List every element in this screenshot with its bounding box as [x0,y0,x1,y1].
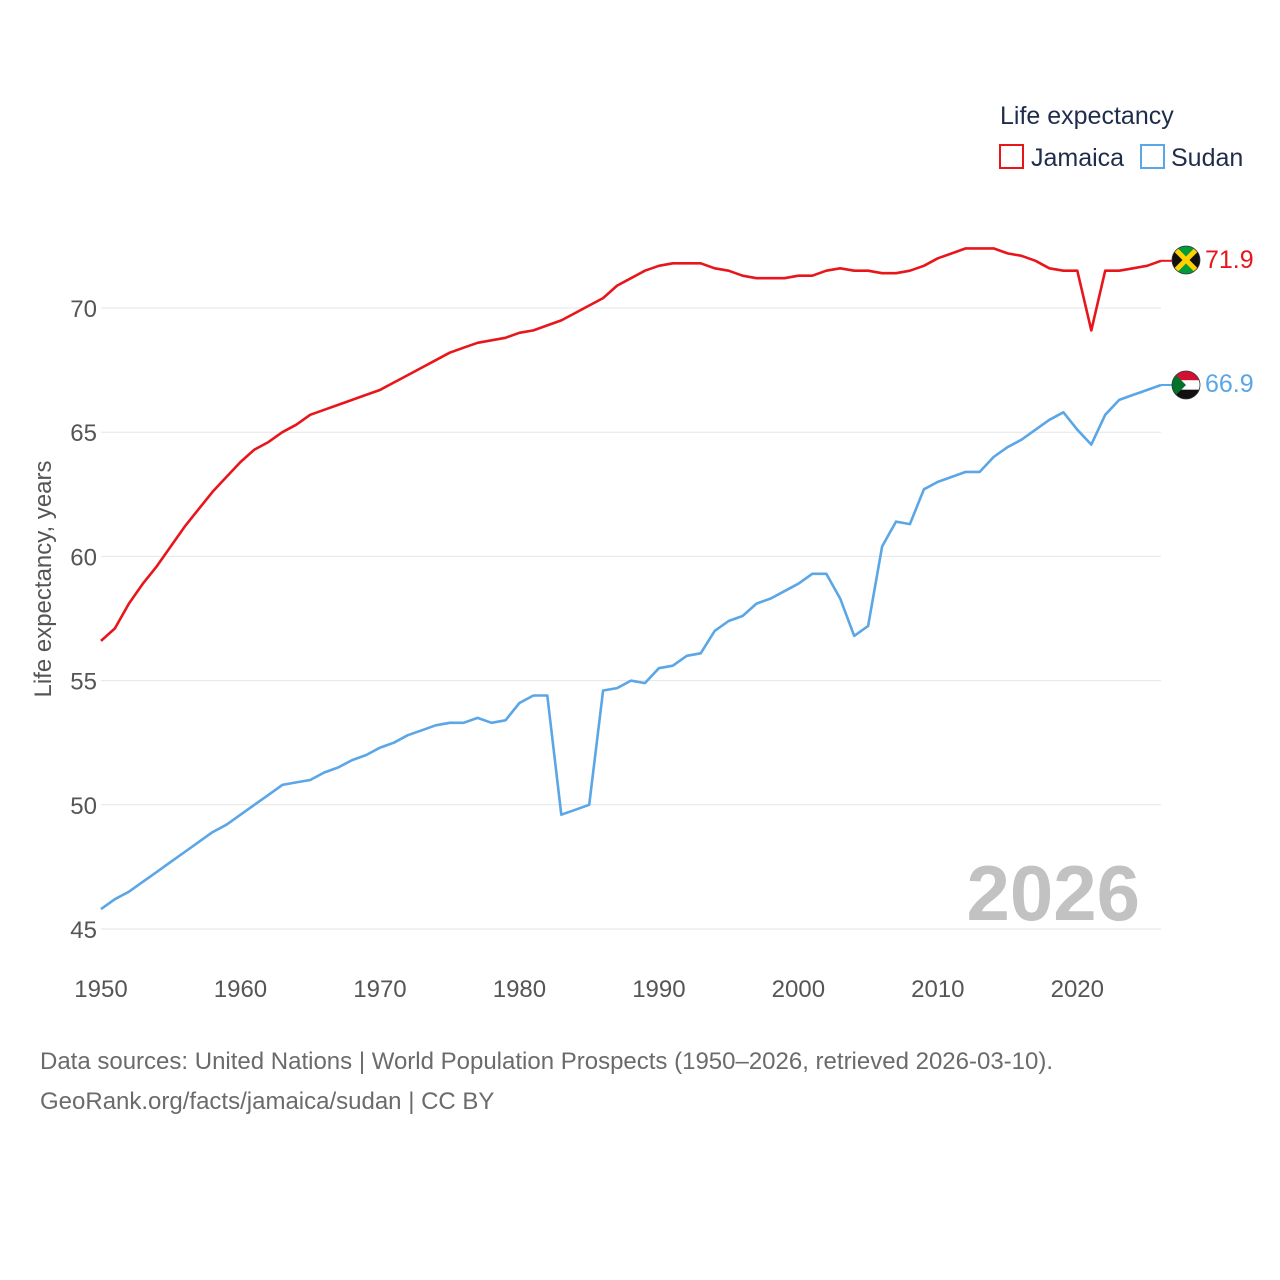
end-label-jamaica: 71.9 [1205,246,1254,274]
series-layer [100,247,1172,911]
legend: Life expectancy Jamaica Sudan [999,102,1243,172]
legend-swatch-jamaica [999,144,1024,169]
source-line: Data sources: United Nations | World Pop… [40,1048,1054,1075]
x-tick-label: 1960 [214,976,267,1003]
series-line-jamaica[interactable] [100,247,1162,642]
legend-label-jamaica: Jamaica [1031,144,1124,172]
x-tick-label: 1950 [74,976,127,1003]
legend-label-sudan: Sudan [1171,144,1243,172]
line-chart: 45 50 55 60 65 70 1950 1960 1970 1980 1990 2000 201… [30,102,1254,1003]
legend-item-jamaica[interactable]: Jamaica [999,144,1124,172]
y-axis-ticks: 45 50 55 60 65 70 [70,296,97,944]
source-footer: Data sources: United Nations | World Pop… [40,1042,1053,1122]
y-tick-label: 45 [70,917,97,944]
grid-lines [101,307,1161,930]
y-tick-label: 70 [70,296,97,323]
jamaica-flag-icon [1171,245,1201,275]
x-tick-label: 2000 [772,976,825,1003]
y-tick-label: 55 [70,669,97,696]
y-tick-label: 65 [70,420,97,447]
x-tick-label: 2010 [911,976,964,1003]
y-axis-title: Life expectancy, years [30,460,57,697]
end-label-sudan: 66.9 [1205,370,1254,398]
legend-title: Life expectancy [1000,102,1174,130]
x-tick-label: 2020 [1051,976,1104,1003]
legend-swatch-sudan [1140,144,1165,169]
x-tick-label: 1970 [353,976,406,1003]
y-tick-label: 50 [70,793,97,820]
sudan-flag-icon [1171,370,1201,400]
legend-item-sudan[interactable]: Sudan [1140,144,1243,172]
x-axis-ticks: 1950 1960 1970 1980 1990 2000 2010 2020 [74,976,1104,1003]
attribution-line: GeoRank.org/facts/jamaica/sudan | CC BY [40,1088,495,1115]
x-tick-label: 1990 [632,976,685,1003]
x-tick-label: 1980 [493,976,546,1003]
year-watermark: 2026 [966,849,1140,937]
y-tick-label: 60 [70,544,97,571]
series-line-sudan[interactable] [100,383,1162,911]
